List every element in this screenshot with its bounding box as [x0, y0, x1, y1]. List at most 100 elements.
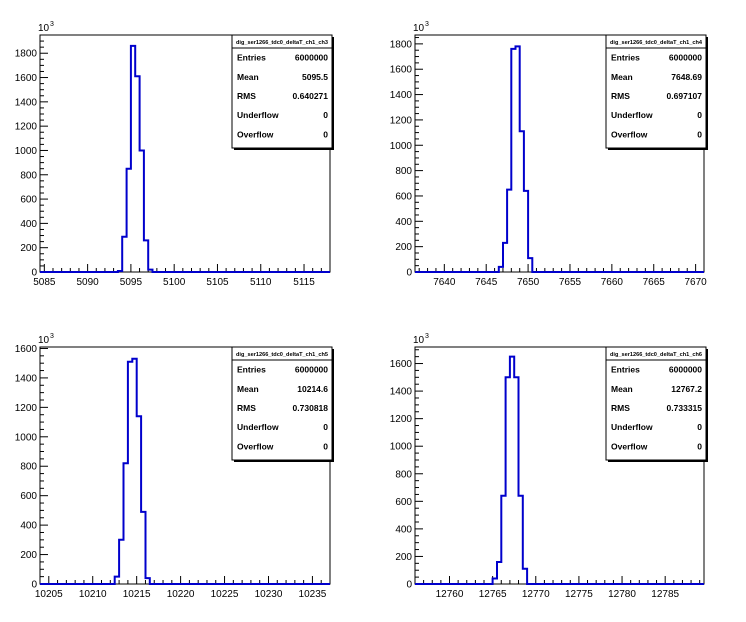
y-exponent-base: 10 [413, 23, 425, 34]
y-exponent-base: 10 [38, 23, 50, 34]
stats-value: 7648.69 [671, 72, 702, 82]
x-tick-label: 10225 [211, 589, 239, 600]
stats-label: Mean [237, 72, 259, 82]
y-exponent-power: 3 [425, 333, 429, 340]
y-tick-label: 1400 [15, 373, 38, 384]
y-tick-label: 800 [395, 469, 412, 480]
stats-value: 0 [697, 422, 702, 432]
y-tick-label: 1400 [15, 97, 38, 108]
stats-label: Entries [237, 53, 266, 63]
y-exponent-power: 3 [425, 21, 429, 28]
stats-label: RMS [237, 91, 256, 101]
y-tick-label: 0 [31, 268, 37, 279]
stats-label: Overflow [237, 441, 274, 451]
y-tick-label: 600 [20, 195, 37, 206]
y-tick-label: 400 [20, 521, 37, 532]
stats-value: 0 [323, 129, 328, 139]
y-tick-label: 400 [395, 217, 412, 228]
y-tick-label: 800 [20, 462, 37, 473]
stats-label: Underflow [237, 422, 279, 432]
x-tick-label: 12775 [565, 589, 593, 600]
y-tick-label: 1200 [15, 122, 38, 133]
stats-value: 6000000 [669, 365, 702, 375]
x-tick-label: 5115 [293, 277, 315, 288]
y-tick-label: 0 [406, 268, 412, 279]
x-tick-label: 7660 [601, 277, 624, 288]
x-tick-label: 5100 [163, 277, 186, 288]
x-tick-label: 10230 [255, 589, 283, 600]
y-tick-label: 0 [31, 580, 37, 591]
y-tick-label: 600 [20, 491, 37, 502]
x-tick-label: 7650 [517, 277, 540, 288]
histogram-line [415, 45, 704, 273]
stats-label: Overflow [611, 129, 648, 139]
stats-value: 0.733315 [667, 403, 703, 413]
y-tick-label: 600 [395, 497, 412, 508]
y-tick-label: 200 [395, 242, 412, 253]
stats-label: Mean [611, 72, 633, 82]
stats-label: Mean [237, 384, 259, 394]
stats-label: Entries [611, 53, 640, 63]
histogram-title: dig_ser1266_tdc0_deltaT_ch1_ch6 [610, 352, 702, 358]
stats-box-frame [231, 34, 333, 149]
y-tick-label: 1200 [390, 414, 413, 425]
y-tick-label: 1200 [15, 403, 38, 414]
stats-value: 6000000 [295, 365, 328, 375]
stats-value: 12767.2 [671, 384, 702, 394]
x-tick-label: 10210 [79, 589, 107, 600]
stats-value: 6000000 [295, 53, 328, 63]
x-tick-label: 7645 [475, 277, 498, 288]
x-tick-label: 7670 [684, 277, 707, 288]
stats-box: dig_ser1266_tdc0_deltaT_ch1_ch6 Entries 60… [605, 346, 708, 462]
y-tick-label: 1800 [15, 49, 38, 60]
histogram-line [40, 44, 330, 273]
x-tick-label: 5110 [250, 277, 272, 288]
histogram-bin [510, 357, 514, 584]
y-tick-label: 1000 [390, 141, 413, 152]
y-tick-label: 800 [20, 170, 37, 181]
y-tick-label: 200 [20, 243, 37, 254]
y-tick-label: 600 [395, 191, 412, 202]
y-tick-label: 1200 [390, 115, 413, 126]
stats-value: 0.640271 [293, 91, 329, 101]
y-exponent-power: 3 [50, 21, 54, 28]
x-tick-label: 12785 [651, 589, 679, 600]
y-tick-label: 1400 [390, 90, 413, 101]
y-tick-label: 400 [20, 219, 37, 230]
stats-label: Overflow [611, 441, 648, 451]
y-tick-label: 200 [20, 550, 37, 561]
x-tick-label: 12760 [436, 589, 464, 600]
stats-label: Entries [237, 365, 266, 375]
stats-value: 6000000 [669, 53, 702, 63]
x-tick-label: 5090 [76, 277, 99, 288]
y-exponent-base: 10 [413, 335, 425, 346]
x-tick-label: 7640 [433, 277, 456, 288]
stats-label: Underflow [611, 422, 653, 432]
x-tick-label: 12770 [522, 589, 550, 600]
y-tick-label: 1000 [15, 146, 38, 157]
stats-box-frame [231, 346, 333, 461]
y-tick-label: 400 [395, 524, 412, 535]
stats-box-frame [605, 34, 707, 149]
x-tick-label: 5085 [33, 277, 56, 288]
stats-value: 5095.5 [302, 72, 328, 82]
stats-label: Underflow [611, 110, 653, 120]
stats-label: Mean [611, 384, 633, 394]
stats-value: 0 [697, 129, 702, 139]
stats-value: 0 [697, 110, 702, 120]
stats-value: 0.730818 [293, 403, 329, 413]
stats-box: dig_ser1266_tdc0_deltaT_ch1_ch4 Entries 60… [605, 34, 708, 150]
y-tick-label: 1600 [390, 359, 413, 370]
y-tick-label: 1600 [15, 344, 38, 355]
stats-value: 0 [323, 110, 328, 120]
histogram-title: dig_ser1266_tdc0_deltaT_ch1_ch4 [610, 40, 703, 46]
y-tick-label: 1600 [15, 73, 38, 84]
stats-label: Overflow [237, 129, 274, 139]
histogram-line [40, 357, 330, 585]
y-tick-label: 1600 [390, 65, 413, 76]
